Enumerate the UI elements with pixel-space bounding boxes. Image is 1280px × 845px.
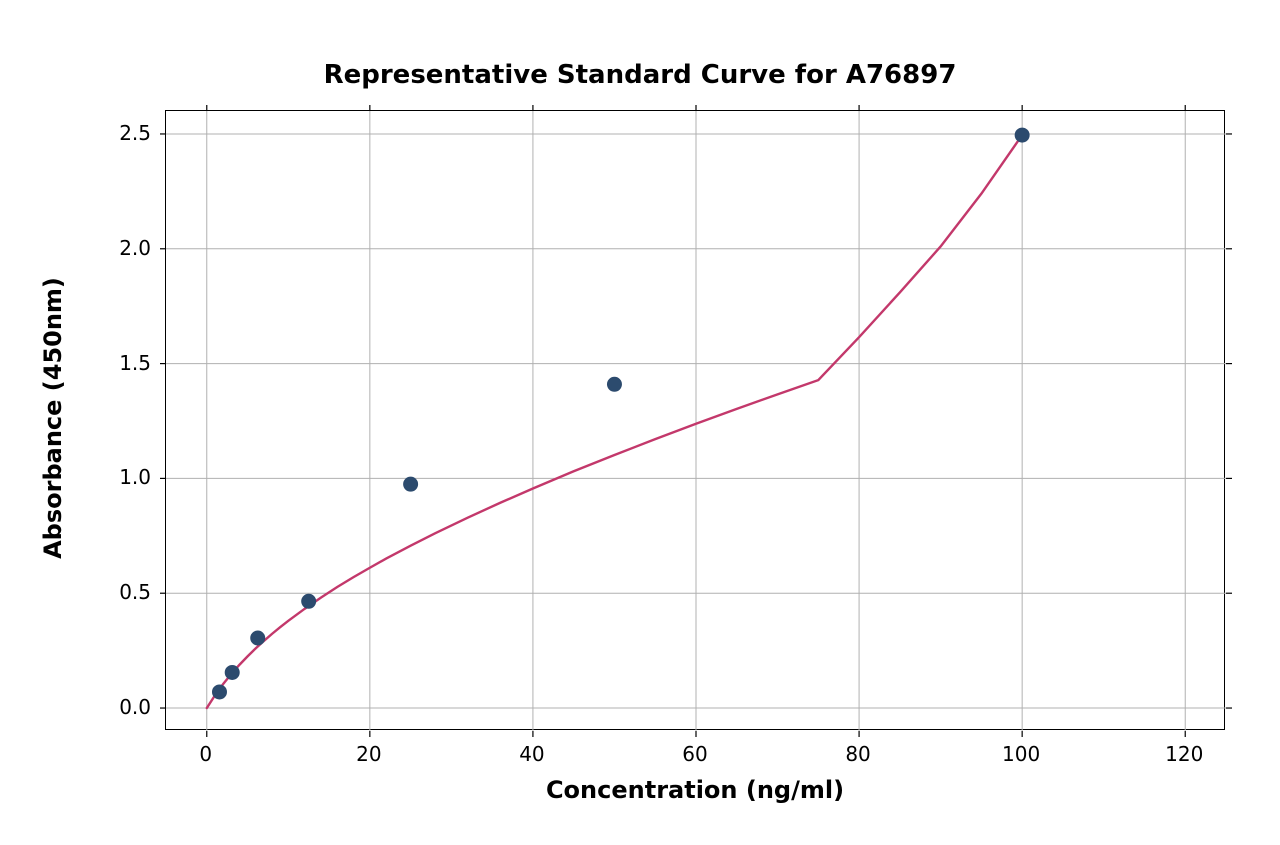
chart-figure: Representative Standard Curve for A76897… [0,0,1280,845]
y-tick-label: 2.5 [91,121,151,145]
x-tick-label: 120 [1165,742,1203,766]
data-point [251,631,265,645]
x-tick-label: 80 [845,742,870,766]
y-tick-label: 2.0 [91,236,151,260]
data-point [302,594,316,608]
fitted-curve [207,135,1022,708]
y-tick-label: 0.0 [91,695,151,719]
data-point [212,685,226,699]
x-axis-label: Concentration (ng/ml) [165,776,1225,804]
y-tick-label: 1.0 [91,465,151,489]
data-point [404,477,418,491]
y-tick-label: 0.5 [91,580,151,604]
x-tick-label: 60 [682,742,707,766]
x-tick-label: 100 [1002,742,1040,766]
y-axis-label: Absorbance (450nm) [39,108,67,728]
plot-area [165,110,1225,730]
data-point [607,377,621,391]
plot-svg [166,111,1226,731]
data-point [1015,128,1029,142]
data-point [225,665,239,679]
x-tick-label: 20 [356,742,381,766]
chart-title: Representative Standard Curve for A76897 [0,60,1280,90]
y-tick-label: 1.5 [91,351,151,375]
x-tick-label: 0 [199,742,212,766]
x-tick-label: 40 [519,742,544,766]
